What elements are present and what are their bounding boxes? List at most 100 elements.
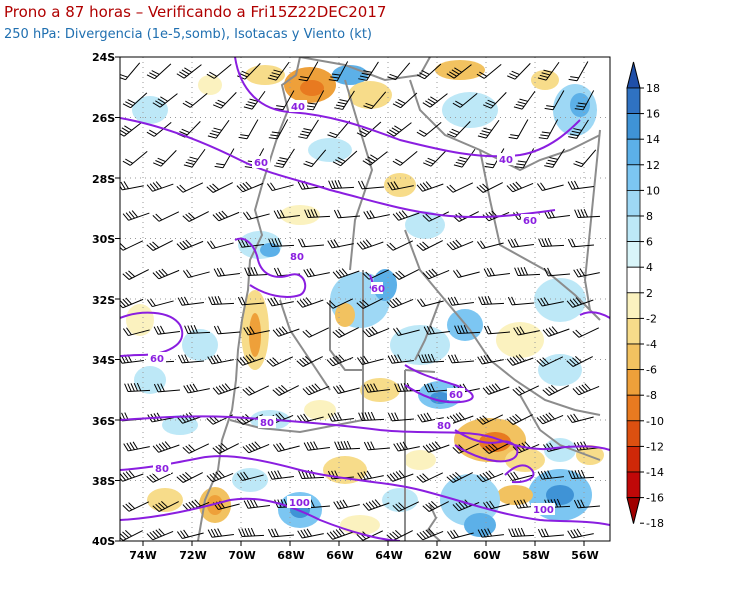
wind-barb	[326, 528, 354, 540]
wind-barb	[176, 182, 204, 193]
wind-barb	[177, 354, 205, 364]
wind-barb	[120, 470, 144, 482]
wind-barb	[213, 267, 240, 277]
wind-barb	[242, 211, 270, 221]
wind-barb	[296, 356, 323, 367]
lat-label: 36S	[92, 415, 115, 428]
wind-barb	[536, 356, 564, 367]
wind-barb	[123, 441, 150, 452]
wind-barb	[572, 327, 600, 338]
wind-barb	[416, 528, 444, 541]
lon-label: 56W	[571, 549, 598, 562]
wind-barb	[446, 182, 474, 193]
wind-barb	[483, 91, 507, 109]
colorbar-label: -8	[646, 389, 657, 402]
wind-barb	[176, 472, 203, 483]
wind-barb	[236, 471, 264, 482]
colorbar-label: -4	[646, 338, 657, 351]
wind-barb	[567, 238, 594, 248]
lat-label: 34S	[92, 354, 115, 367]
wind-barb	[357, 470, 384, 481]
wind-barb	[542, 326, 570, 337]
wind-barb	[363, 210, 390, 220]
wind-barb	[514, 266, 541, 277]
wind-barb	[328, 179, 355, 190]
wind-barb	[272, 385, 299, 396]
wind-barb	[537, 528, 564, 538]
colorbar-label: 12	[646, 159, 660, 172]
isotach-label: 40	[291, 102, 305, 113]
wind-barb	[387, 62, 411, 81]
isotach-label: 80	[155, 464, 169, 475]
wind-barb	[206, 182, 233, 193]
lon-label: 64W	[375, 549, 402, 562]
wind-barb	[334, 440, 361, 451]
lat-label: 28S	[92, 173, 115, 186]
wind-barb	[476, 182, 503, 193]
wind-barb	[212, 210, 240, 222]
wind-barb	[327, 239, 354, 249]
wind-barb	[537, 297, 564, 307]
colorbar-label: 2	[646, 287, 653, 300]
wind-barb	[567, 528, 594, 539]
wind-barb	[543, 267, 570, 277]
colorbar-label: 4	[646, 261, 653, 274]
wind-barb	[120, 530, 143, 541]
wind-barb	[332, 327, 359, 338]
wind-barb	[416, 181, 444, 192]
wind-barb	[236, 181, 264, 193]
wind-barb	[182, 92, 208, 108]
wind-barb	[146, 472, 174, 483]
wind-barb	[183, 148, 206, 168]
isotach-label: 100	[289, 498, 310, 509]
wind-barb	[452, 92, 478, 108]
wind-barb	[267, 297, 294, 307]
wind-barb	[568, 469, 595, 480]
wind-barb	[153, 150, 177, 167]
wind-barb	[206, 63, 232, 79]
wind-barb	[236, 354, 264, 366]
wind-barb	[213, 325, 241, 335]
wind-barb	[212, 500, 240, 511]
lat-label: 26S	[92, 112, 115, 125]
wind-barb	[326, 298, 354, 309]
wind-barb	[243, 326, 270, 336]
colorbar-label: 18	[646, 82, 660, 95]
wind-barb	[416, 240, 443, 251]
wind-barb	[302, 327, 330, 338]
wind-barb	[453, 148, 476, 168]
wind-barb	[238, 527, 265, 538]
wind-barb	[447, 296, 474, 306]
wind-barb	[513, 499, 540, 509]
wind-barb	[266, 182, 294, 192]
isotach-label: 60	[523, 216, 537, 227]
wind-barb	[358, 61, 379, 81]
axis-ticks	[115, 56, 585, 546]
wind-barb	[122, 210, 150, 221]
lon-label: 58W	[522, 549, 549, 562]
colorbar-swatch	[626, 369, 641, 396]
isotach-label: 60	[371, 284, 385, 295]
wind-barb	[507, 471, 534, 481]
wind-barb	[356, 355, 384, 366]
wind-barb	[267, 528, 294, 538]
colorbar-swatch	[626, 215, 641, 243]
lat-label: 24S	[92, 51, 115, 64]
wind-barb	[387, 181, 414, 191]
wind-barb	[446, 472, 473, 483]
isotach-label: 80	[437, 421, 451, 432]
wind-barb	[574, 208, 601, 219]
wind-barb	[274, 148, 295, 168]
wind-barb	[358, 411, 385, 422]
wind-barb	[506, 414, 533, 425]
wind-barb	[416, 121, 442, 137]
wind-barb	[567, 413, 594, 423]
lon-label: 60W	[473, 549, 500, 562]
wind-barb	[146, 298, 174, 308]
wind-barb	[387, 354, 414, 364]
wind-barb	[298, 119, 319, 139]
wind-barb	[508, 527, 535, 538]
wind-barb	[298, 61, 319, 82]
wind-barb	[176, 529, 204, 540]
wind-barb	[452, 269, 480, 279]
